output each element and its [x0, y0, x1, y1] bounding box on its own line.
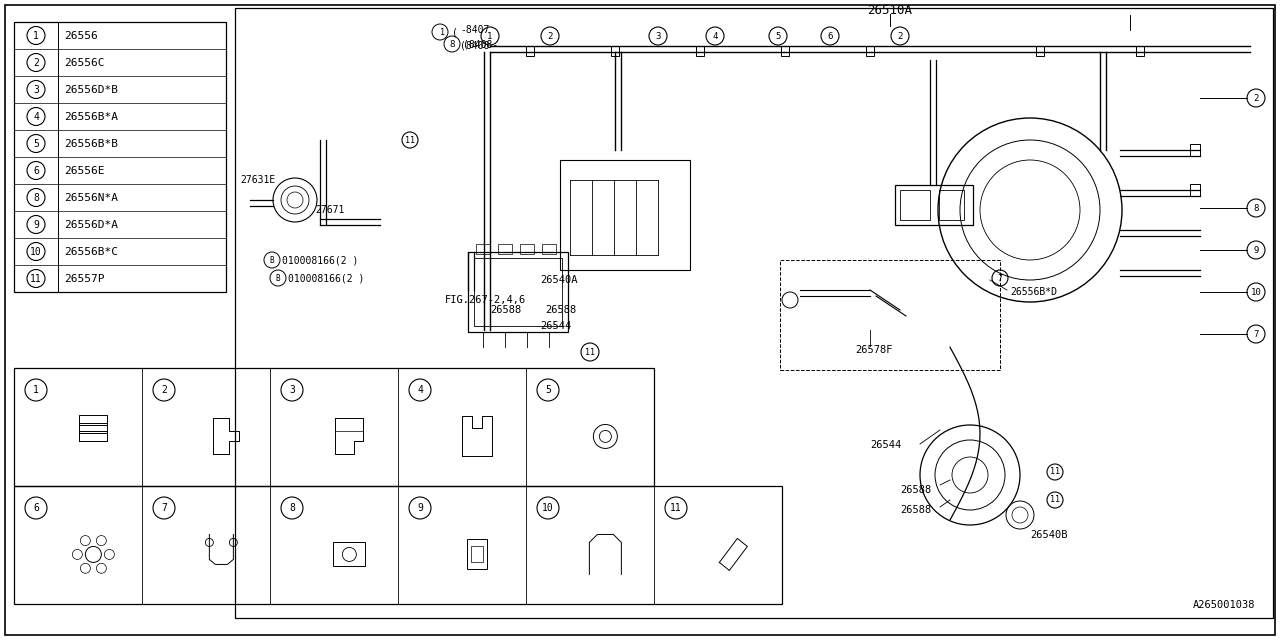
Text: 1: 1: [33, 385, 38, 395]
Bar: [526, 46, 534, 56]
Text: 7: 7: [997, 273, 1002, 282]
Bar: [14, 368, 654, 486]
Text: 3: 3: [33, 84, 38, 95]
Text: 10: 10: [1251, 287, 1261, 296]
Text: FIG.267-2,4,6: FIG.267-2,4,6: [445, 295, 526, 305]
Bar: [1137, 46, 1144, 56]
Text: -8407: -8407: [460, 25, 489, 35]
Text: 26578F: 26578F: [855, 345, 892, 355]
Text: 3: 3: [289, 385, 294, 395]
Text: 26556N*A: 26556N*A: [64, 193, 118, 202]
Text: 26544: 26544: [870, 440, 901, 450]
Text: B: B: [275, 273, 280, 282]
Text: 10: 10: [543, 503, 554, 513]
Bar: [1190, 144, 1201, 156]
Text: 2: 2: [548, 31, 553, 40]
Text: 7: 7: [161, 503, 166, 513]
Bar: [476, 244, 490, 254]
Text: (: (: [452, 27, 458, 37]
Text: B: B: [270, 255, 274, 264]
Text: 6: 6: [33, 503, 38, 513]
Text: 26556D*B: 26556D*B: [64, 84, 118, 95]
Bar: [14, 22, 227, 292]
Text: 2: 2: [1253, 93, 1258, 102]
Text: 26510A: 26510A: [868, 3, 913, 17]
Text: 2: 2: [161, 385, 166, 395]
Text: 26556B*C: 26556B*C: [64, 246, 118, 257]
Bar: [333, 543, 365, 566]
Bar: [467, 540, 488, 570]
Text: 8: 8: [1253, 204, 1258, 212]
Bar: [471, 547, 484, 563]
Text: 2: 2: [33, 58, 38, 67]
Text: 11: 11: [404, 136, 415, 145]
Text: 8: 8: [33, 193, 38, 202]
Bar: [561, 160, 690, 270]
Bar: [696, 46, 704, 56]
Text: 26556B*A: 26556B*A: [64, 111, 118, 122]
Bar: [940, 190, 964, 220]
Bar: [520, 244, 534, 254]
Text: 4: 4: [712, 31, 718, 40]
Text: 26588: 26588: [490, 305, 521, 315]
Text: 26544: 26544: [540, 321, 571, 331]
Text: 8: 8: [449, 40, 454, 49]
Text: 26556B*B: 26556B*B: [64, 138, 118, 148]
Text: 26556C: 26556C: [64, 58, 105, 67]
Text: 8: 8: [289, 503, 294, 513]
Text: 9: 9: [33, 220, 38, 230]
Text: 10: 10: [31, 246, 42, 257]
Text: 010008166(2 ): 010008166(2 ): [282, 255, 358, 265]
Text: (8408-: (8408-: [463, 39, 498, 49]
Bar: [236, 8, 1274, 618]
Text: 26588: 26588: [545, 305, 576, 315]
Text: 11: 11: [671, 503, 682, 513]
Text: 3: 3: [655, 31, 660, 40]
Text: 26556E: 26556E: [64, 166, 105, 175]
Bar: [541, 244, 556, 254]
Text: 26588: 26588: [900, 505, 932, 515]
Bar: [474, 258, 562, 326]
Text: 6: 6: [827, 31, 833, 40]
Text: 11: 11: [31, 273, 42, 284]
Text: 11: 11: [585, 348, 595, 356]
Bar: [498, 244, 512, 254]
Text: 5: 5: [776, 31, 781, 40]
Text: 7: 7: [1253, 330, 1258, 339]
Text: 27631E: 27631E: [241, 175, 275, 185]
Bar: [781, 46, 788, 56]
Text: 4: 4: [33, 111, 38, 122]
Bar: [867, 46, 874, 56]
Bar: [900, 190, 931, 220]
Bar: [1190, 184, 1201, 196]
Text: 5: 5: [33, 138, 38, 148]
Text: 9: 9: [417, 503, 422, 513]
Text: 1: 1: [440, 28, 445, 36]
Text: 1: 1: [33, 31, 38, 40]
Text: 010008166(2 ): 010008166(2 ): [288, 273, 365, 283]
Bar: [468, 252, 568, 332]
Text: 26556B*D: 26556B*D: [1010, 287, 1057, 297]
Text: 26540B: 26540B: [1030, 530, 1068, 540]
Bar: [895, 185, 973, 225]
Text: (8408-: (8408-: [460, 40, 495, 50]
Text: 26540A: 26540A: [540, 275, 577, 285]
Text: 27671: 27671: [315, 205, 344, 215]
Text: 11: 11: [1050, 467, 1060, 477]
Text: 1: 1: [488, 31, 493, 40]
Text: 4: 4: [417, 385, 422, 395]
Bar: [1036, 46, 1044, 56]
Bar: [14, 486, 782, 604]
Bar: [611, 46, 620, 56]
Text: 2: 2: [897, 31, 902, 40]
Text: 26557P: 26557P: [64, 273, 105, 284]
Text: 5: 5: [545, 385, 550, 395]
Text: A265001038: A265001038: [1193, 600, 1254, 610]
Text: 26556D*A: 26556D*A: [64, 220, 118, 230]
Text: 26556: 26556: [64, 31, 97, 40]
Text: 26588: 26588: [900, 485, 932, 495]
Text: 11: 11: [1050, 495, 1060, 504]
Text: 6: 6: [33, 166, 38, 175]
Text: 9: 9: [1253, 246, 1258, 255]
